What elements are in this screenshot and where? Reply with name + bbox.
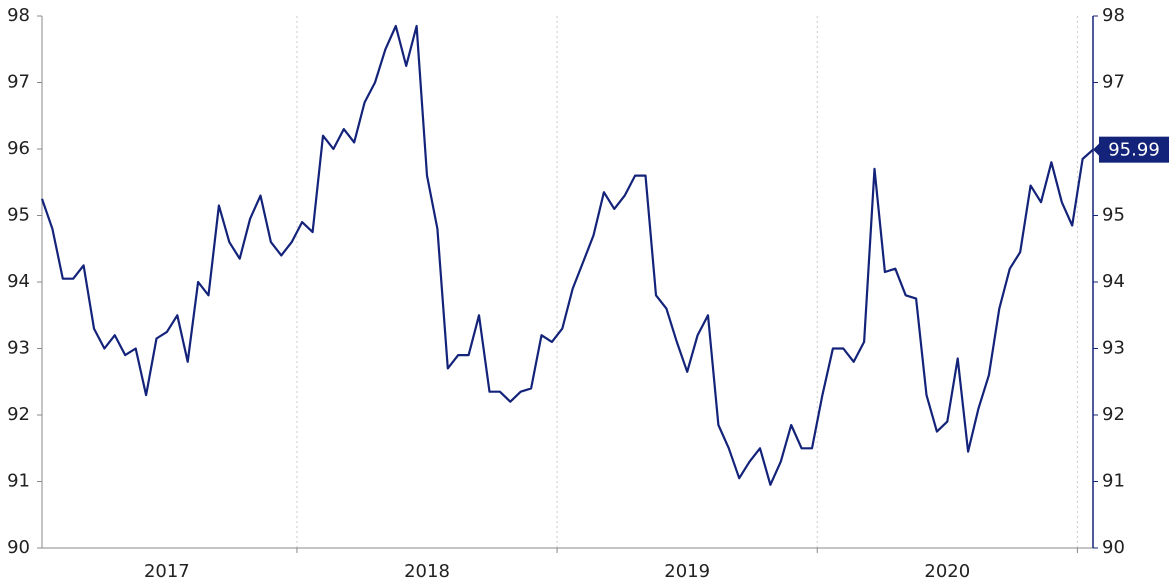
y2-tick-label: 97 [1102,72,1125,93]
y2-tick-label: 91 [1102,471,1125,492]
y-tick-label: 91 [7,471,30,492]
y2-tick-label: 92 [1102,404,1125,425]
y-tick-label: 95 [7,205,30,226]
end-label-pointer [1093,142,1100,157]
y-tick-label: 96 [7,138,30,159]
x-tick-label: 2020 [924,561,970,582]
y2-tick-label: 95 [1102,205,1125,226]
end-label: 95.99 [1108,140,1160,161]
y2-tick-label: 94 [1102,271,1125,292]
y2-tick-label: 90 [1102,537,1125,558]
y2-tick-label: 93 [1102,338,1125,359]
x-tick-label: 2018 [404,561,450,582]
y-tick-label: 98 [7,5,30,26]
x-tick-label: 2017 [144,561,190,582]
x-tick-label: 2019 [664,561,710,582]
y-tick-label: 92 [7,404,30,425]
y-tick-label: 94 [7,271,30,292]
y-tick-label: 90 [7,537,30,558]
y2-tick-label: 98 [1102,5,1125,26]
y-tick-label: 97 [7,72,30,93]
end-label-box [1099,136,1169,163]
y-tick-label: 93 [7,338,30,359]
data-line [40,24,1094,486]
